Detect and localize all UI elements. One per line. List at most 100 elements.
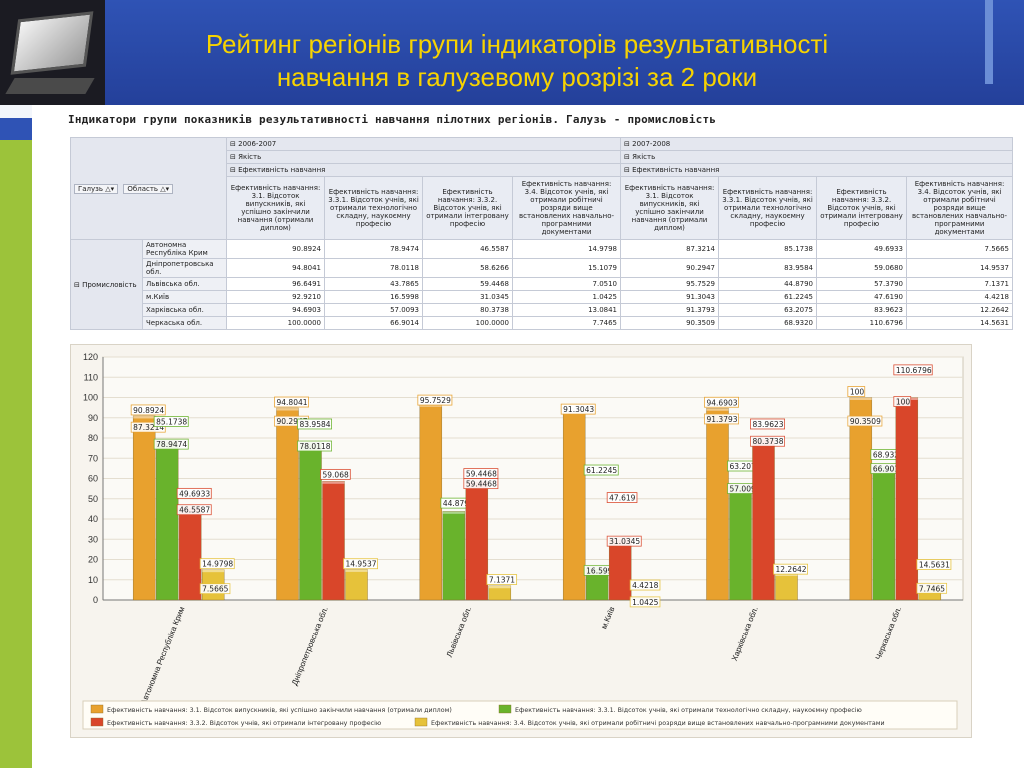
data-label-box (176, 504, 212, 516)
bar (132, 415, 156, 601)
slide-header (0, 0, 1024, 105)
bar (775, 573, 798, 601)
value-cell: 57.0093 (324, 303, 424, 317)
data-label-box (916, 582, 948, 594)
value-cell: 100.0000 (226, 316, 326, 330)
bar (752, 437, 775, 601)
data-label-box (274, 396, 309, 408)
data-label: 1.0425 (632, 598, 658, 607)
x-tick-label: м.Київ (599, 605, 616, 630)
left-strip-white (0, 105, 32, 118)
legend-swatch (498, 704, 512, 714)
table-row: ⊟ Промисловість Автономна Республіка Крим… (70, 239, 1014, 330)
bar (419, 404, 443, 601)
column-header: Ефективність навчання: 3.1. Відсоток вип… (226, 176, 326, 240)
filter-region[interactable]: Область △▾ (123, 183, 174, 194)
bar-chart: 0 10 20 30 40 50 60 70 80 90 100 110 120 90.8924 87.32… (70, 344, 972, 738)
bar (562, 411, 586, 601)
data-label-box (343, 558, 378, 570)
data-label-box (297, 418, 332, 430)
y-tick-label: 30 (88, 534, 98, 544)
bar (729, 484, 752, 601)
bar-highlight (322, 481, 345, 484)
quality-header-1[interactable]: ⊟ Якість (226, 150, 622, 164)
collapse-icon: ⊟ (230, 140, 239, 148)
data-label: 46.5587 (179, 506, 210, 515)
data-label-box (153, 438, 189, 450)
y-tick-label: 80 (88, 433, 98, 443)
legend-label: Ефективність навчання: 3.3.1. Відсоток у… (515, 706, 862, 714)
efficiency-header-2[interactable]: ⊟ Ефективність навчання (620, 163, 1014, 177)
slide-title-line1: Рейтинг регіонів групи індикаторів резул… (205, 29, 829, 59)
value-cell: 44.8790 (718, 277, 818, 291)
value-cell: 7.7465 (512, 316, 622, 330)
data-label: 85.1738 (156, 418, 187, 427)
data-label: 83.9584 (300, 420, 331, 429)
bar-highlight (419, 404, 442, 407)
data-label: 95.7529 (420, 396, 451, 405)
year-header-2[interactable]: ⊟ 2007-2008 (620, 137, 1014, 151)
bar (608, 536, 632, 601)
bar-chart-svg: 0 10 20 30 40 50 60 70 80 90 100 110 120 90.8924 87.32… (82, 352, 964, 730)
value-cell: 14.5631 (906, 316, 1014, 330)
y-tick-label: 110 (84, 372, 98, 382)
value-cell: 78.9474 (324, 239, 424, 259)
bar-highlight (202, 569, 225, 573)
data-label: 61.2245 (586, 466, 617, 475)
data-label-box (320, 468, 351, 480)
value-cell: 61.2245 (718, 290, 818, 304)
data-label: 66.9014 (873, 465, 904, 474)
value-cell: 95.7529 (620, 277, 720, 291)
data-label-box (629, 596, 661, 608)
collapse-icon: ⊟ (624, 140, 633, 148)
value-cell: 15.1079 (512, 258, 622, 278)
value-cell: 59.4468 (422, 277, 514, 291)
data-label-box (847, 415, 883, 427)
value-cell: 90.2947 (620, 258, 720, 278)
year-header-1[interactable]: ⊟ 2006-2007 (226, 137, 622, 151)
value-cell: 94.8041 (226, 258, 326, 278)
region-cell: Автономна Республіка Крим (141, 239, 228, 259)
bar (849, 397, 873, 601)
data-label: 14.5631 (919, 561, 950, 570)
table-row: м.Київ 92.9210 16.5998 31.0345 1.0425 91.3043… (71, 290, 1014, 304)
data-label-box (629, 579, 661, 591)
bar (276, 407, 299, 601)
table-row: Харківська обл. 94.6903 57.0093 80.3738 13.0… (71, 303, 1014, 317)
data-label: 94.6903 (707, 398, 738, 407)
y-tick-label: 60 (88, 474, 98, 484)
data-label: 100 (850, 388, 865, 397)
x-tick-label: Харківська обл. (730, 605, 760, 662)
bar-highlight (706, 408, 729, 411)
legend (82, 700, 958, 730)
data-label: 63.2075 (730, 462, 761, 471)
data-label: 49.6933 (179, 489, 210, 498)
bar (442, 511, 466, 601)
x-tick-label: Дніпропетровська обл. (290, 605, 330, 686)
value-cell: 1.0425 (512, 290, 622, 304)
monitor-screen (10, 11, 94, 75)
data-label-box (130, 404, 166, 416)
bar (465, 479, 489, 601)
branch-cell[interactable]: ⊟ Промисловість (70, 239, 143, 330)
y-tick-label: 100 (83, 393, 98, 403)
value-cell: 43.7865 (324, 277, 424, 291)
efficiency-header-1[interactable]: ⊟ Ефективність навчання (226, 163, 622, 177)
year-label-2: 2007-2008 (632, 140, 671, 148)
branch-label: Промисловість (82, 280, 137, 289)
data-label-box (606, 535, 642, 547)
data-label: 44.879 (443, 499, 469, 508)
data-label: 47.619 (609, 494, 635, 503)
value-cell: 96.6491 (226, 277, 326, 291)
year-label-1: 2006-2007 (238, 140, 277, 148)
y-tick-label: 120 (83, 352, 98, 362)
sort-icon: △▾ (105, 184, 115, 193)
data-label-box (560, 403, 596, 415)
collapse-icon: ⊟ (624, 153, 633, 161)
data-label-box (297, 440, 332, 452)
data-label-box (463, 478, 499, 490)
data-label-box (847, 386, 866, 397)
filter-branch[interactable]: Галузь △▾ (74, 183, 119, 194)
quality-header-2[interactable]: ⊟ Якість (620, 150, 1014, 164)
data-label: 7.7465 (919, 584, 945, 593)
